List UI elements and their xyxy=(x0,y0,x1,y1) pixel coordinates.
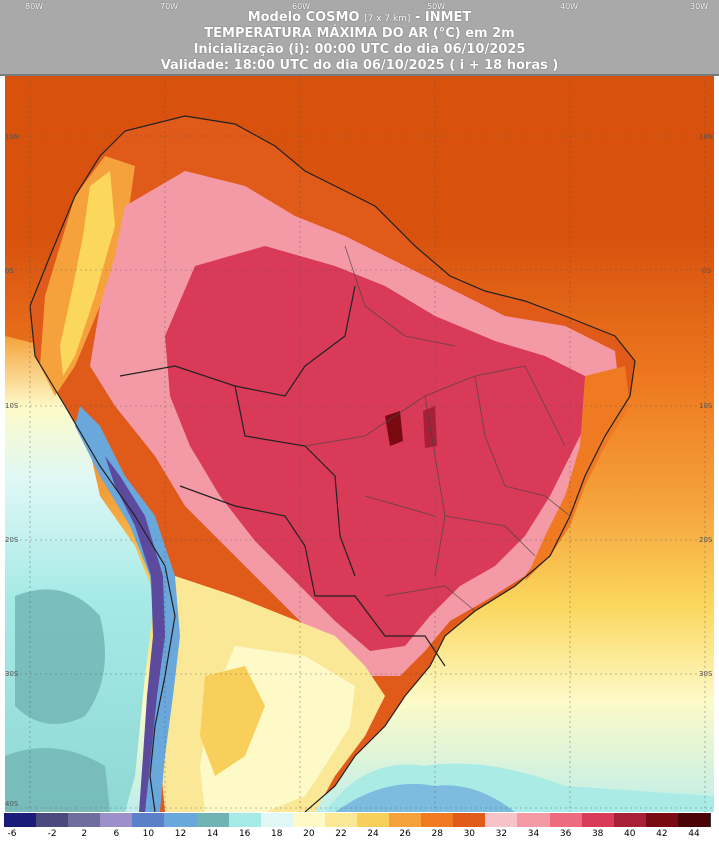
lat-tick-40s: 40S xyxy=(5,800,19,808)
state-borders xyxy=(304,245,571,612)
legend-label: 36 xyxy=(559,829,572,839)
legend-swatch xyxy=(389,813,423,827)
legend-label: 10 xyxy=(142,829,155,839)
legend-swatch xyxy=(677,813,711,827)
lat-tick-10n: 10N xyxy=(5,133,20,141)
legend-label: 20 xyxy=(303,829,315,839)
lat-tick-30s-right: 30S xyxy=(699,670,713,678)
legend-swatch xyxy=(292,813,326,827)
pacific-teal-patch xyxy=(15,589,105,724)
legend-swatch xyxy=(36,813,70,827)
header-validity: Validade: 18:00 UTC do dia 06/10/2025 ( … xyxy=(160,58,559,73)
legend-label: 34 xyxy=(527,829,540,839)
lat-tick-0s: 0S xyxy=(5,267,14,275)
legend-label: 2 xyxy=(81,829,88,839)
lat-tick-10s: 10S xyxy=(5,402,19,410)
legend-label: 22 xyxy=(335,829,347,839)
lat-tick-20s: 20S xyxy=(5,536,19,544)
country-borders xyxy=(29,115,636,812)
header-panel: Modelo COSMO [7 x 7 km] - INMET TEMPERAT… xyxy=(0,0,719,76)
northeast-coast-orange xyxy=(525,366,630,581)
south-atlantic-blue xyxy=(335,783,515,812)
legend-swatch xyxy=(100,813,134,827)
legend-swatch xyxy=(645,813,679,827)
lon-tick-70w: 70W xyxy=(160,2,179,11)
lat-tick-10n-right: 10N xyxy=(699,133,714,141)
legend-swatch xyxy=(132,813,166,827)
header-initialization: Inicialização (i): 00:00 UTC do dia 06/1… xyxy=(193,42,526,57)
legend-label: 24 xyxy=(367,829,379,839)
legend-swatch xyxy=(485,813,519,827)
legend-swatch xyxy=(68,813,102,827)
lat-tick-20s-right: 20S xyxy=(699,536,713,544)
legend-swatch xyxy=(228,813,262,827)
legend-swatch xyxy=(164,813,198,827)
lon-tick-80w: 80W xyxy=(25,2,44,11)
andes-yellow-band xyxy=(60,171,115,376)
lat-tick-10s-right: 10S xyxy=(699,402,713,410)
legend-label: 26 xyxy=(399,829,411,839)
lon-tick-50w: 50W xyxy=(427,2,446,11)
legend-swatch xyxy=(453,813,487,827)
pacific-teal-patch-2 xyxy=(5,748,110,812)
legend-label: 6 xyxy=(113,829,120,839)
legend-label: 32 xyxy=(495,829,508,839)
legend-swatch xyxy=(581,813,615,827)
legend-label: 30 xyxy=(463,829,476,839)
pampas-orange-patch xyxy=(200,666,265,776)
legend-swatch xyxy=(421,813,455,827)
legend-label: 38 xyxy=(591,829,604,839)
legend-label: -2 xyxy=(47,829,57,839)
lon-tick-40w: 40W xyxy=(560,2,579,11)
lon-tick-60w: 60W xyxy=(292,2,311,11)
legend-swatch xyxy=(613,813,647,827)
legend-label: 42 xyxy=(656,829,668,839)
color-legend: -6 -2 2 6 10 12 14 16 18 20 22 24 26 28 30 32 34 36 38 40 42… xyxy=(4,813,714,839)
lat-tick-30s: 30S xyxy=(5,670,19,678)
andes-deep-cold xyxy=(105,456,165,812)
legend-label: -6 xyxy=(7,829,17,839)
graticule xyxy=(5,76,714,812)
legend-swatch xyxy=(549,813,583,827)
lon-tick-30w: 30W xyxy=(690,2,709,11)
central-brazil-hot-core xyxy=(165,246,590,651)
legend-label: 28 xyxy=(431,829,443,839)
legend-swatch xyxy=(357,813,391,827)
legend-swatch xyxy=(517,813,551,827)
lat-tick-0s-right: 0S xyxy=(702,267,711,275)
legend-swatch xyxy=(324,813,358,827)
legend-swatch xyxy=(4,813,38,827)
legend-label: 40 xyxy=(624,829,636,839)
legend-label: 44 xyxy=(688,829,700,839)
legend-swatch xyxy=(196,813,230,827)
legend-label: 18 xyxy=(271,829,283,839)
header-title-line: Modelo COSMO [7 x 7 km] - INMET xyxy=(247,10,472,25)
legend-label: 16 xyxy=(238,829,251,839)
header-variable: TEMPERATURA MÁXIMA DO AR (°C) em 2m xyxy=(204,26,515,41)
legend-swatch xyxy=(260,813,294,827)
legend-label: 12 xyxy=(174,829,187,839)
temperature-map xyxy=(5,76,714,812)
legend-label: 14 xyxy=(206,829,219,839)
